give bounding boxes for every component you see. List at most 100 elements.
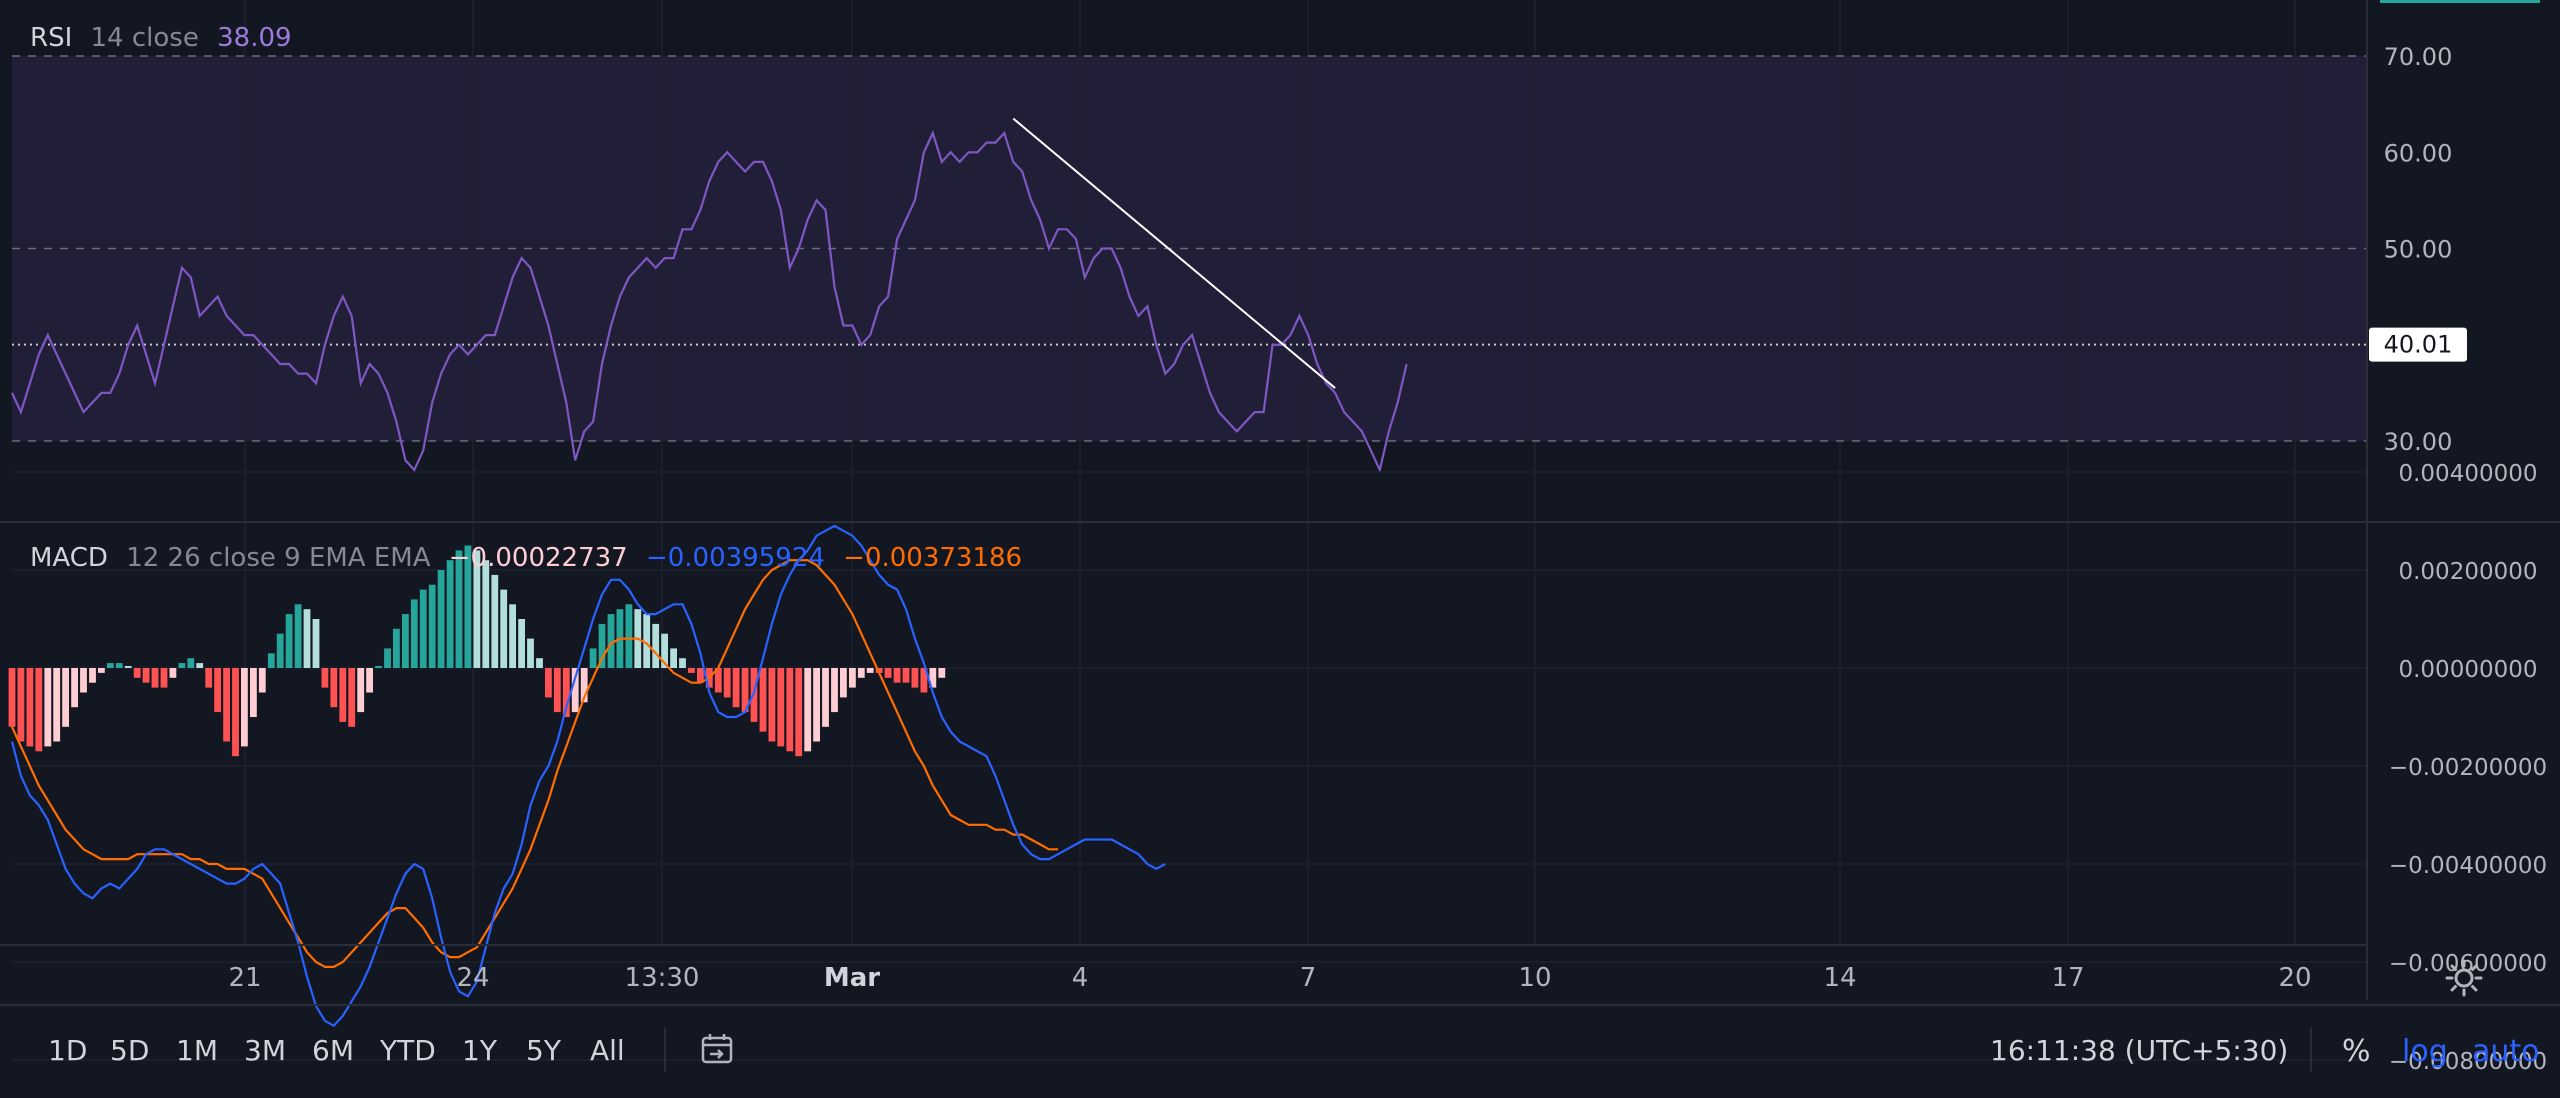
timeframe-all[interactable]: All xyxy=(590,1034,625,1067)
macd-histogram-bar xyxy=(920,668,928,693)
macd-y-tick-label: 0.00000000 xyxy=(2398,657,2537,683)
timeframe-1d[interactable]: 1D xyxy=(48,1034,88,1067)
macd-histogram-bar xyxy=(482,560,490,668)
time-readout[interactable]: 16:11:38 (UTC+5:30) xyxy=(1990,1034,2289,1067)
time-axis-label: 7 xyxy=(1300,963,1317,993)
macd-histogram-bar xyxy=(580,668,588,703)
macd-histogram-bar xyxy=(553,668,561,713)
macd-histogram-bar xyxy=(688,668,695,673)
go-to-date-icon[interactable] xyxy=(698,1030,738,1070)
macd-y-tick-label: 0.00200000 xyxy=(2398,559,2537,585)
timeframe-5y[interactable]: 5Y xyxy=(526,1034,561,1067)
macd-histogram-bar xyxy=(902,668,910,683)
macd-histogram-bar xyxy=(545,668,552,698)
timeframe-1y[interactable]: 1Y xyxy=(462,1034,497,1067)
macd-histogram-bar xyxy=(339,668,347,722)
macd-histogram-bar xyxy=(509,604,516,668)
macd-histogram-bar xyxy=(723,668,731,698)
macd-histogram-bar xyxy=(562,668,570,717)
macd-legend[interactable]: MACD 12 26 close 9 EMA EMA −0.00022737 −… xyxy=(30,543,1022,573)
macd-histogram-bar xyxy=(17,668,25,742)
macd-histogram-bar xyxy=(786,668,794,752)
macd-histogram-bar xyxy=(437,570,445,668)
percent-scale-button[interactable]: % xyxy=(2342,1034,2371,1069)
rsi-y-tick-label: 50.00 xyxy=(2384,236,2453,264)
macd-y-tick-label: 0.00400000 xyxy=(2398,461,2537,487)
timeframe-5d[interactable]: 5D xyxy=(110,1034,150,1067)
rsi-trendline[interactable] xyxy=(1012,117,1336,389)
timeframe-6m[interactable]: 6M xyxy=(312,1034,354,1067)
macd-histogram-bar xyxy=(866,668,874,673)
macd-histogram-bar xyxy=(777,668,785,747)
macd-histogram-bar xyxy=(196,663,204,668)
macd-histogram-bar xyxy=(366,668,373,693)
timeframe-3m[interactable]: 3M xyxy=(244,1034,286,1067)
macd-y-tick-label: −0.00200000 xyxy=(2389,755,2547,781)
macd-histogram-bar xyxy=(536,658,543,668)
macd-histogram-bar xyxy=(768,668,776,742)
macd-histogram-bar xyxy=(384,648,391,668)
macd-histogram-bar xyxy=(741,668,749,713)
rsi-legend-params: 14 close xyxy=(91,23,199,53)
time-axis-label: 14 xyxy=(1823,963,1856,993)
time-axis-label: 10 xyxy=(1518,963,1551,993)
macd-y-axis: 0.00400000 0.00200000 0.00000000 −0.0020000… xyxy=(2389,461,2547,1075)
macd-histogram-bar xyxy=(491,574,499,668)
macd-histogram-bar xyxy=(205,668,213,688)
macd-histogram-bar xyxy=(446,560,454,668)
macd-y-tick-label: −0.00400000 xyxy=(2389,853,2547,879)
macd-histogram-bar xyxy=(285,614,293,668)
macd-histogram-bar xyxy=(232,668,239,757)
time-axis-label: 24 xyxy=(456,963,489,993)
time-axis[interactable]: 21 24 13:30 Mar 4 7 10 14 17 20 xyxy=(228,963,2311,993)
macd-histogram-bar xyxy=(518,619,525,668)
macd-histogram-bar xyxy=(214,668,221,713)
macd-histogram-bar xyxy=(348,668,356,727)
macd-histogram-bar xyxy=(419,589,427,668)
macd-histogram-bar xyxy=(312,619,320,668)
macd-histogram-bar xyxy=(53,668,61,742)
macd-histogram-bar xyxy=(151,668,159,688)
macd-pane[interactable]: 0.00400000 0.00200000 0.00000000 −0.0020000… xyxy=(8,461,2548,1075)
macd-histogram-bar xyxy=(133,668,141,678)
macd-histogram-bar xyxy=(44,668,52,747)
macd-histogram-bar xyxy=(62,668,69,727)
macd-signal-line xyxy=(10,559,1058,968)
macd-histogram-bar xyxy=(357,668,365,713)
log-scale-button[interactable]: log xyxy=(2402,1034,2448,1069)
timeframe-1m[interactable]: 1M xyxy=(176,1034,218,1067)
macd-histogram-bar xyxy=(911,668,919,688)
macd-histogram-bar xyxy=(375,666,382,668)
timeframe-ytd[interactable]: YTD xyxy=(380,1034,436,1067)
macd-histogram-bar xyxy=(732,668,740,708)
auto-scale-button[interactable]: auto xyxy=(2472,1034,2540,1069)
time-axis-label: 21 xyxy=(228,963,261,993)
macd-histogram-bar xyxy=(321,668,329,688)
macd-histogram xyxy=(8,545,946,757)
macd-histogram-bar xyxy=(80,668,87,693)
macd-histogram-bar xyxy=(276,633,284,668)
rsi-last-value-tag: 40.01 xyxy=(2369,327,2467,362)
rsi-legend[interactable]: RSI 14 close 38.09 xyxy=(30,23,292,53)
macd-histogram-bar xyxy=(857,668,865,678)
rsi-y-tick-label: 60.00 xyxy=(2384,139,2453,167)
macd-legend-macd-value: −0.00395924 xyxy=(646,543,825,573)
time-axis-label: 17 xyxy=(2051,963,2084,993)
bottom-toolbar: 1D 5D 1M 3M 6M YTD 1Y 5Y All 16:11:38 (U… xyxy=(0,1010,2560,1090)
rsi-line xyxy=(11,129,1408,474)
macd-histogram-bar xyxy=(840,668,847,698)
rsi-level-lines xyxy=(12,55,2367,442)
macd-histogram-bar xyxy=(241,668,248,747)
macd-histogram-bar xyxy=(607,614,615,668)
toolbar-divider xyxy=(664,1028,666,1072)
time-axis-label: 4 xyxy=(1072,963,1089,993)
macd-histogram-bar xyxy=(759,668,767,732)
macd-histogram-bar xyxy=(661,633,668,668)
macd-histogram-bar xyxy=(822,668,829,727)
macd-legend-params: 12 26 close 9 EMA EMA xyxy=(126,543,431,573)
macd-histogram-bar xyxy=(589,648,597,668)
gear-icon[interactable] xyxy=(2444,958,2484,998)
macd-histogram-bar xyxy=(598,623,606,668)
macd-histogram-bar xyxy=(169,668,177,678)
